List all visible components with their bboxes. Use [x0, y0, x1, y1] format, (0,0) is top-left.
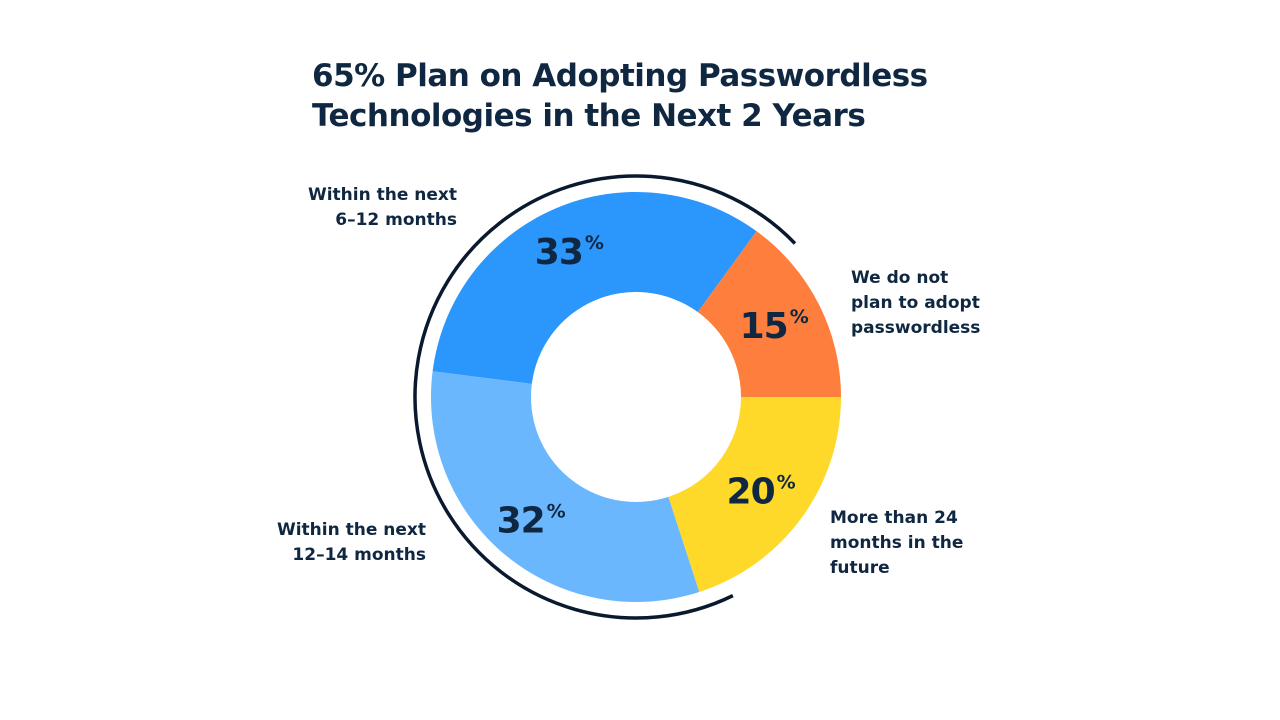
slice-label-line: Within the next: [307, 185, 457, 205]
slice-value-unit: %: [790, 306, 809, 328]
slice-value-unit: %: [585, 232, 604, 254]
chart-title: 65% Plan on Adopting Passwordless Techno…: [312, 56, 1072, 136]
slice-label-line: Within the next: [276, 520, 426, 540]
slice-label-do-not-plan: We do not plan to adopt passwordless: [851, 266, 1051, 341]
donut-slices: [430, 192, 841, 603]
slice-label-line: future: [830, 558, 890, 578]
slice-value-unit: %: [777, 471, 796, 493]
slice-label-line: 12–14 months: [292, 545, 426, 565]
slice-label-line: passwordless: [851, 318, 981, 338]
donut-slice: [432, 192, 757, 384]
slice-label-line: months in the: [830, 533, 964, 553]
slice-label-line: 6–12 months: [335, 210, 457, 230]
slice-label-more-than-24-months: More than 24 months in the future: [830, 506, 1030, 581]
donut-slice: [668, 397, 841, 592]
slice-label-line: More than 24: [830, 508, 958, 528]
donut-slice: [430, 371, 700, 603]
slice-label-line: We do not: [851, 268, 949, 288]
slice-label-line: plan to adopt: [851, 293, 980, 313]
slice-label-6-12-months: Within the next 6–12 months: [260, 183, 457, 233]
slice-label-12-14-months: Within the next 12–14 months: [228, 518, 426, 568]
slice-value-unit: %: [547, 501, 566, 523]
chart-title-line-1: 65% Plan on Adopting Passwordless: [312, 58, 928, 94]
donut-slice: [697, 231, 841, 397]
chart-title-line-2: Technologies in the Next 2 Years: [312, 98, 866, 134]
adoption-bracket-arc: [413, 174, 797, 620]
